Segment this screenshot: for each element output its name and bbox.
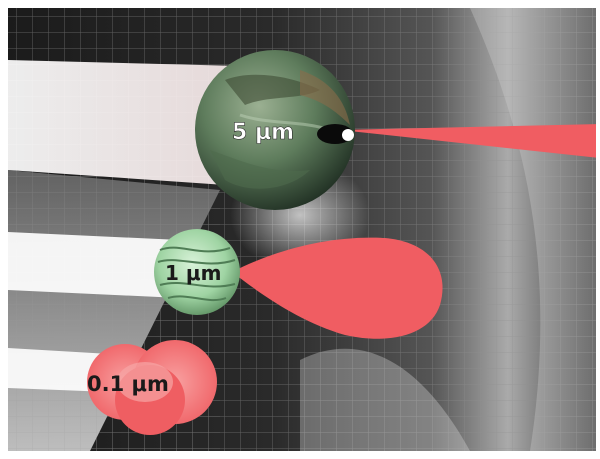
- particle-medium: [154, 229, 240, 315]
- beam-top: [8, 60, 240, 186]
- label-5um: 5 μm: [232, 120, 294, 145]
- scatter-lobe-large: [340, 124, 596, 158]
- label-0-1um: 0.1 μm: [87, 372, 169, 396]
- beam-bottom: [8, 348, 110, 392]
- particle-small: [87, 340, 217, 435]
- scatter-lobe-medium: [232, 237, 443, 339]
- beam-middle: [8, 232, 180, 298]
- label-1um: 1 μm: [165, 261, 221, 285]
- particle-large: [195, 50, 355, 210]
